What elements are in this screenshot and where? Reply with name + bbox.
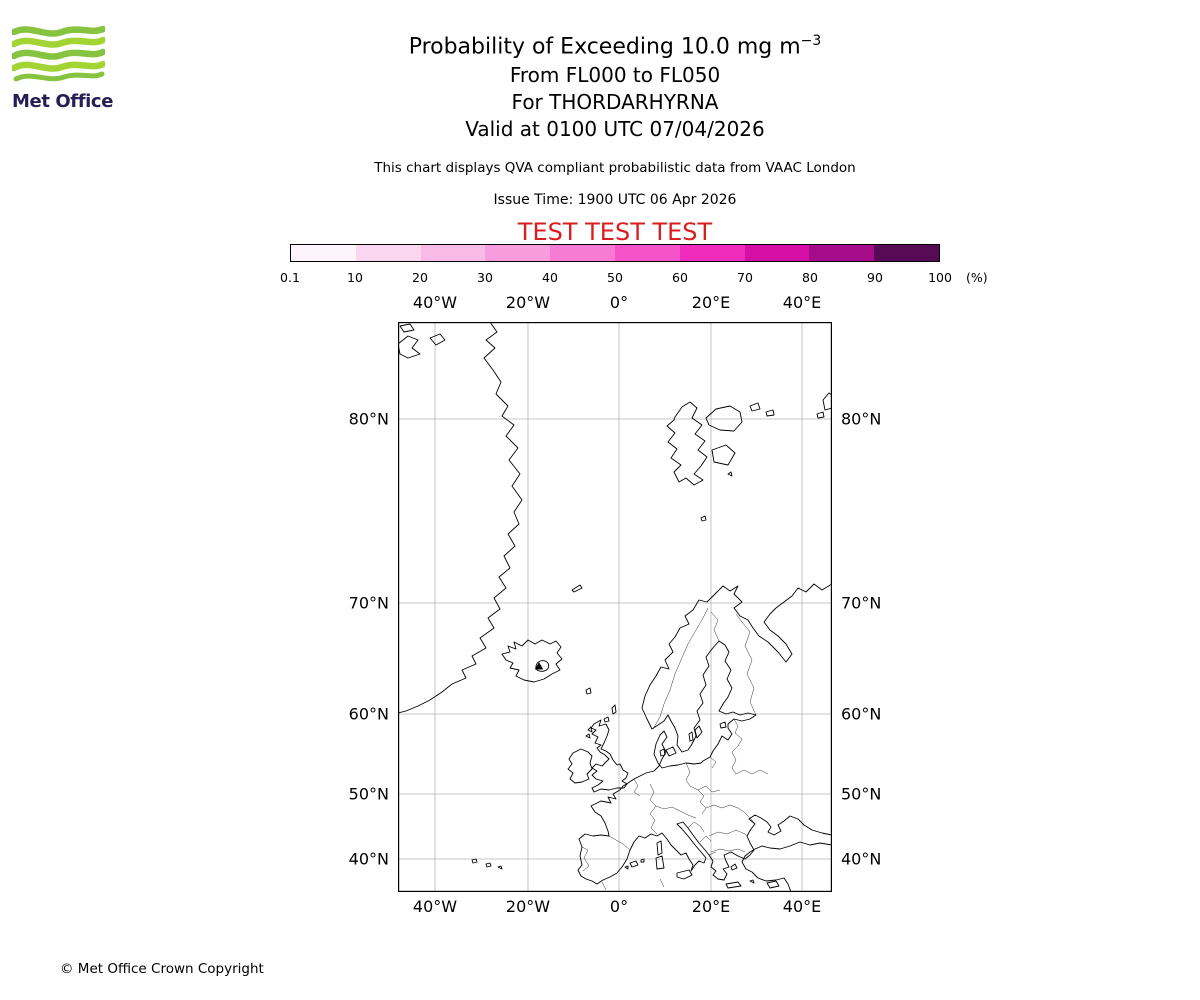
coast-greenland-islands — [398, 323, 446, 359]
colorbar-tick: 70 — [737, 270, 753, 285]
lon-label-bottom: 20°E — [691, 897, 731, 916]
lon-label-bottom: 0° — [609, 897, 629, 916]
colorbar-segment — [809, 245, 875, 261]
chart-title: Probability of Exceeding 10.0 mg m−3 — [30, 26, 1200, 62]
colorbar-tick: 80 — [802, 270, 818, 285]
coast-svalbard-east-isles — [700, 402, 775, 522]
lat-label-right: 40°N — [841, 849, 882, 869]
lon-label-top: 20°W — [505, 293, 551, 312]
lat-label-left: 80°N — [348, 409, 389, 429]
colorbar-gradient — [290, 244, 940, 262]
colorbar-tick: 20 — [412, 270, 428, 285]
colorbar-tick: 50 — [607, 270, 623, 285]
title-text: Probability of Exceeding 10.0 mg m — [408, 34, 801, 60]
coast-ireland — [567, 748, 593, 784]
coast-baltic-isles — [659, 721, 727, 757]
lon-label-top: 40°W — [412, 293, 458, 312]
lat-label-left: 60°N — [348, 704, 389, 724]
graticule — [398, 322, 832, 892]
lat-label-right: 50°N — [841, 784, 882, 804]
colorbar-tick: 40 — [542, 270, 558, 285]
colorbar-unit: (%) — [966, 270, 988, 285]
coast-edgeoya — [711, 444, 736, 466]
colorbar-segment — [744, 245, 810, 261]
lon-label-bottom: 40°E — [782, 897, 822, 916]
colorbar: 0.1 10 20 30 40 50 60 70 80 90 100 (%) — [280, 244, 988, 285]
map-frame — [398, 322, 832, 892]
colorbar-segment — [614, 245, 680, 261]
colorbar-segment — [355, 245, 421, 261]
volcano-name: For THORDARHYRNA — [511, 90, 719, 115]
met-office-logo: Met Office — [10, 22, 116, 112]
test-banner: TEST TEST TEST — [517, 218, 713, 247]
colorbar-tick: 90 — [867, 270, 883, 285]
lon-label-top: 0° — [609, 293, 629, 312]
coast-nordaustlandet — [705, 405, 743, 432]
qva-note: This chart displays QVA compliant probab… — [374, 160, 856, 177]
logo-waves-icon — [10, 25, 107, 82]
lon-label-bottom: 40°W — [412, 897, 458, 916]
coast-iceland — [501, 639, 563, 683]
colorbar-tick: 100 — [928, 270, 952, 285]
copyright: © Met Office Crown Copyright — [60, 961, 264, 977]
flight-level-range: From FL000 to FL050 — [509, 63, 721, 88]
colorbar-segment — [874, 245, 939, 261]
lat-label-left: 40°N — [348, 849, 389, 869]
country-borders — [581, 607, 769, 891]
coastlines — [398, 322, 832, 892]
coast-scottish-isles — [585, 687, 617, 739]
coast-azores — [471, 858, 503, 870]
lon-label-top: 40°E — [782, 293, 822, 312]
lat-label-right: 60°N — [841, 704, 882, 724]
map-svg — [398, 322, 832, 892]
lon-label-top: 20°E — [691, 293, 731, 312]
header: Probability of Exceeding 10.0 mg m−3 Fro… — [30, 26, 1200, 247]
glacier-contour — [535, 660, 550, 672]
lon-label-bottom: 20°W — [505, 897, 551, 916]
colorbar-tick: 30 — [477, 270, 493, 285]
colorbar-tick: 10 — [347, 270, 363, 285]
colorbar-tick: 0.1 — [280, 270, 300, 285]
coast-med-isles — [624, 840, 780, 889]
colorbar-segment — [679, 245, 745, 261]
coast-mainland — [577, 583, 832, 885]
coast-franz-josef — [816, 392, 832, 419]
valid-time: Valid at 0100 UTC 07/04/2026 — [465, 117, 765, 142]
colorbar-segment — [550, 245, 615, 261]
colorbar-segment — [485, 245, 551, 261]
logo-text: Met Office — [12, 91, 114, 112]
lat-label-right: 80°N — [841, 409, 882, 429]
lat-label-left: 50°N — [348, 784, 389, 804]
colorbar-segment — [420, 245, 486, 261]
coast-anatolia — [741, 841, 832, 892]
volcano-marker — [535, 662, 543, 670]
coast-great-britain — [590, 719, 629, 793]
title-superscript: −3 — [800, 33, 822, 49]
map-panel: 40°W 20°W 0° 20°E 40°E 40°W 20°W 0° 20°E… — [349, 293, 882, 916]
colorbar-segment — [291, 245, 356, 261]
lat-label-right: 70°N — [841, 593, 882, 613]
coast-jan-mayen — [571, 584, 583, 593]
issue-time: Issue Time: 1900 UTC 06 Apr 2026 — [493, 192, 737, 209]
coast-greenland — [398, 322, 523, 714]
lat-label-left: 70°N — [348, 593, 389, 613]
colorbar-tick: 60 — [672, 270, 688, 285]
coast-spitsbergen — [666, 401, 708, 486]
